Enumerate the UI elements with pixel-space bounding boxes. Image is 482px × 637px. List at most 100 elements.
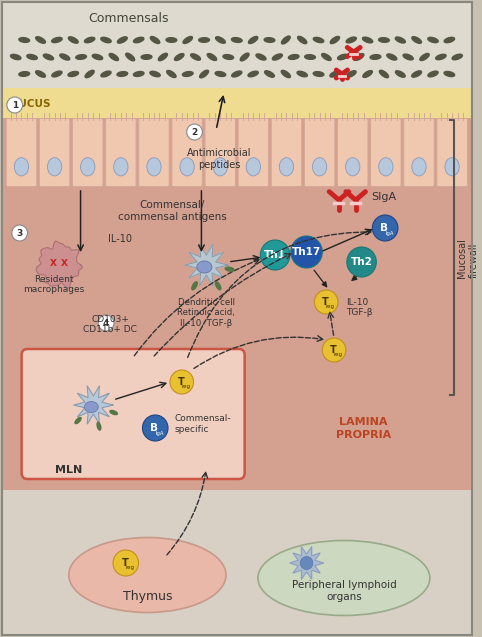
Polygon shape xyxy=(395,37,405,43)
FancyBboxPatch shape xyxy=(22,349,245,479)
Circle shape xyxy=(170,370,194,394)
Text: IgA: IgA xyxy=(156,431,164,436)
Text: T: T xyxy=(322,297,329,307)
Ellipse shape xyxy=(197,261,212,273)
Text: Peripheral lymphoid
organs: Peripheral lymphoid organs xyxy=(292,580,396,602)
Polygon shape xyxy=(43,54,54,60)
Polygon shape xyxy=(110,410,117,415)
Ellipse shape xyxy=(180,158,194,176)
Polygon shape xyxy=(126,53,134,61)
Polygon shape xyxy=(109,54,119,61)
Text: 3: 3 xyxy=(16,229,23,238)
Circle shape xyxy=(322,338,346,362)
Polygon shape xyxy=(240,53,249,61)
Text: reg: reg xyxy=(181,383,190,389)
Circle shape xyxy=(373,215,398,241)
Polygon shape xyxy=(379,70,388,78)
FancyBboxPatch shape xyxy=(2,88,471,118)
Polygon shape xyxy=(297,36,307,44)
Ellipse shape xyxy=(147,158,161,176)
Text: X: X xyxy=(50,259,56,268)
Ellipse shape xyxy=(258,541,430,615)
Polygon shape xyxy=(232,71,242,77)
Text: T: T xyxy=(177,377,184,387)
Polygon shape xyxy=(159,54,167,61)
Polygon shape xyxy=(281,70,291,78)
Polygon shape xyxy=(395,71,405,77)
Polygon shape xyxy=(281,36,290,44)
Polygon shape xyxy=(288,55,299,59)
Text: Resident
macrophages: Resident macrophages xyxy=(24,275,85,294)
Polygon shape xyxy=(191,54,201,61)
Polygon shape xyxy=(182,71,193,76)
Circle shape xyxy=(300,557,313,569)
Polygon shape xyxy=(265,71,274,77)
Polygon shape xyxy=(305,55,315,59)
FancyBboxPatch shape xyxy=(139,118,169,187)
Ellipse shape xyxy=(84,401,98,413)
Circle shape xyxy=(314,290,338,314)
Polygon shape xyxy=(412,71,422,77)
Polygon shape xyxy=(297,71,308,77)
Polygon shape xyxy=(36,71,45,77)
Text: 2: 2 xyxy=(191,127,198,136)
Polygon shape xyxy=(117,71,128,76)
Text: CD103+
CD11b+ DC: CD103+ CD11b+ DC xyxy=(83,315,137,334)
Polygon shape xyxy=(362,37,373,43)
Polygon shape xyxy=(75,417,81,424)
FancyBboxPatch shape xyxy=(238,118,268,187)
Polygon shape xyxy=(84,38,95,43)
Text: IL-10: IL-10 xyxy=(108,234,132,244)
Circle shape xyxy=(260,240,290,270)
Circle shape xyxy=(291,236,322,268)
Text: X: X xyxy=(60,259,67,268)
Polygon shape xyxy=(92,54,103,60)
Ellipse shape xyxy=(312,158,327,176)
Text: Th2: Th2 xyxy=(350,257,373,267)
Polygon shape xyxy=(346,37,356,43)
FancyBboxPatch shape xyxy=(404,118,434,187)
Polygon shape xyxy=(150,71,160,76)
Polygon shape xyxy=(68,71,79,76)
Polygon shape xyxy=(354,54,364,61)
Polygon shape xyxy=(330,71,340,77)
Polygon shape xyxy=(249,36,258,43)
FancyBboxPatch shape xyxy=(2,2,471,88)
Text: MUCUS: MUCUS xyxy=(8,99,50,109)
Polygon shape xyxy=(225,267,234,271)
Text: Commensal-
specific: Commensal- specific xyxy=(175,414,231,434)
Polygon shape xyxy=(134,71,144,76)
Text: Commensal/
commensal antigens: Commensal/ commensal antigens xyxy=(118,200,227,222)
Polygon shape xyxy=(101,71,111,77)
Polygon shape xyxy=(420,54,429,61)
Text: 4: 4 xyxy=(103,318,109,327)
Polygon shape xyxy=(118,37,127,43)
Text: Dendritic cell
Retinoic acid,
IL-10, TGF-β: Dendritic cell Retinoic acid, IL-10, TGF… xyxy=(177,298,235,328)
Ellipse shape xyxy=(346,158,360,176)
Polygon shape xyxy=(85,70,94,78)
Polygon shape xyxy=(207,54,217,61)
Text: MLN: MLN xyxy=(55,465,82,475)
Polygon shape xyxy=(76,55,86,59)
Polygon shape xyxy=(444,38,455,43)
FancyBboxPatch shape xyxy=(437,118,468,187)
Polygon shape xyxy=(337,54,348,60)
Polygon shape xyxy=(290,547,323,579)
Circle shape xyxy=(347,247,376,277)
Ellipse shape xyxy=(246,158,260,176)
Polygon shape xyxy=(264,38,275,42)
FancyBboxPatch shape xyxy=(106,118,136,187)
Polygon shape xyxy=(185,244,228,286)
FancyBboxPatch shape xyxy=(172,118,202,187)
Polygon shape xyxy=(272,54,282,60)
Text: Th1: Th1 xyxy=(264,250,286,260)
FancyBboxPatch shape xyxy=(271,118,302,187)
Ellipse shape xyxy=(80,158,95,176)
Text: 1: 1 xyxy=(12,101,18,110)
Ellipse shape xyxy=(445,158,459,176)
Polygon shape xyxy=(60,54,70,60)
Polygon shape xyxy=(97,422,101,430)
Polygon shape xyxy=(11,54,21,60)
Polygon shape xyxy=(436,54,446,60)
Polygon shape xyxy=(36,241,82,288)
